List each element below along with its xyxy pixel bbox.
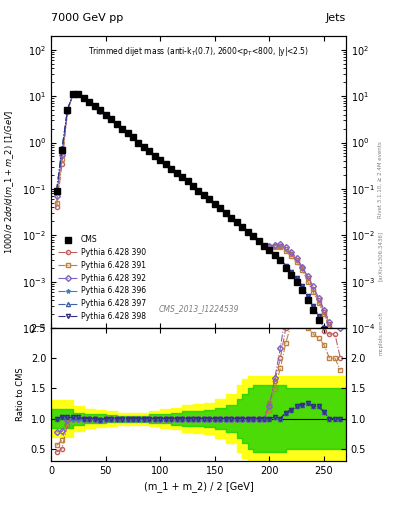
Pythia 6.428 391 [240,224,244,230]
Pythia 6.428 391 [71,91,75,97]
CMS [223,210,228,216]
Pythia 6.428 391 [311,289,316,295]
Pythia 6.428 398 [338,371,343,377]
Y-axis label: $1000/\sigma\ 2d\sigma/d(m\_1 + m\_2)\ [1/GeV]$: $1000/\sigma\ 2d\sigma/d(m\_1 + m\_2)\ [… [4,110,17,254]
Pythia 6.428 391 [278,244,283,250]
Pythia 6.428 392 [278,241,283,247]
Pythia 6.428 396 [71,91,75,97]
Pythia 6.428 398 [240,224,244,230]
Pythia 6.428 398 [311,303,316,309]
Pythia 6.428 390 [240,224,244,230]
Pythia 6.428 397 [54,188,59,194]
CMS [71,91,75,97]
Line: Pythia 6.428 392: Pythia 6.428 392 [55,92,342,358]
Pythia 6.428 391 [54,200,59,206]
Pythia 6.428 390 [229,215,233,221]
Text: Trimmed dijet mass (anti-k$_T$(0.7), 2600<p$_T$<800, |y|<2.5): Trimmed dijet mass (anti-k$_T$(0.7), 260… [88,45,309,58]
Pythia 6.428 396 [311,303,316,309]
Pythia 6.428 398 [71,91,75,97]
Legend: CMS, Pythia 6.428 390, Pythia 6.428 391, Pythia 6.428 392, Pythia 6.428 396, Pyt: CMS, Pythia 6.428 390, Pythia 6.428 391,… [55,232,149,324]
Line: Pythia 6.428 398: Pythia 6.428 398 [55,92,342,376]
CMS [311,307,316,313]
Line: Pythia 6.428 390: Pythia 6.428 390 [55,92,342,362]
Text: Rivet 3.1.10, ≥ 2.4M events: Rivet 3.1.10, ≥ 2.4M events [378,141,383,218]
Text: [arXiv:1306.3436]: [arXiv:1306.3436] [378,231,383,281]
CMS [229,215,233,221]
Pythia 6.428 398 [229,215,233,221]
Line: Pythia 6.428 396: Pythia 6.428 396 [55,92,342,376]
Pythia 6.428 396 [136,139,141,145]
CMS [136,139,141,145]
Pythia 6.428 397 [136,139,141,145]
Pythia 6.428 396 [278,257,283,263]
Pythia 6.428 391 [223,210,228,216]
Pythia 6.428 398 [223,210,228,216]
Pythia 6.428 396 [338,371,343,377]
Pythia 6.428 397 [71,91,75,97]
Pythia 6.428 391 [136,139,141,145]
Line: Pythia 6.428 391: Pythia 6.428 391 [55,92,342,365]
Pythia 6.428 396 [223,210,228,216]
Pythia 6.428 390 [223,210,228,216]
Pythia 6.428 392 [229,215,233,221]
Pythia 6.428 390 [71,91,75,97]
Line: Pythia 6.428 397: Pythia 6.428 397 [55,92,342,376]
Y-axis label: Ratio to CMS: Ratio to CMS [16,368,25,421]
Pythia 6.428 397 [223,210,228,216]
Pythia 6.428 390 [136,139,141,145]
Pythia 6.428 398 [136,139,141,145]
Pythia 6.428 397 [338,371,343,377]
X-axis label: (m_1 + m_2) / 2 [GeV]: (m_1 + m_2) / 2 [GeV] [143,481,253,492]
Pythia 6.428 397 [311,303,316,309]
Pythia 6.428 397 [229,215,233,221]
Text: 7000 GeV pp: 7000 GeV pp [51,13,123,23]
Pythia 6.428 390 [54,204,59,210]
Pythia 6.428 392 [240,224,244,230]
CMS [240,224,244,230]
Pythia 6.428 396 [240,224,244,230]
Pythia 6.428 391 [338,359,343,366]
Pythia 6.428 390 [338,357,343,364]
Pythia 6.428 397 [278,257,283,263]
Line: CMS: CMS [54,92,343,377]
Pythia 6.428 392 [338,353,343,359]
Pythia 6.428 397 [240,224,244,230]
CMS [278,257,283,263]
Pythia 6.428 392 [71,91,75,97]
Pythia 6.428 390 [278,243,283,249]
Text: Jets: Jets [325,13,346,23]
Pythia 6.428 392 [311,283,316,289]
Pythia 6.428 396 [54,188,59,194]
Text: CMS_2013_I1224539: CMS_2013_I1224539 [158,305,239,313]
Pythia 6.428 392 [54,193,59,199]
CMS [54,188,59,194]
CMS [338,371,343,377]
Pythia 6.428 398 [278,257,283,263]
Pythia 6.428 396 [229,215,233,221]
Pythia 6.428 392 [136,139,141,145]
Pythia 6.428 391 [229,215,233,221]
Text: mcplots.cern.ch: mcplots.cern.ch [378,311,383,355]
Pythia 6.428 398 [54,188,59,194]
Pythia 6.428 392 [223,210,228,216]
Pythia 6.428 390 [311,286,316,292]
